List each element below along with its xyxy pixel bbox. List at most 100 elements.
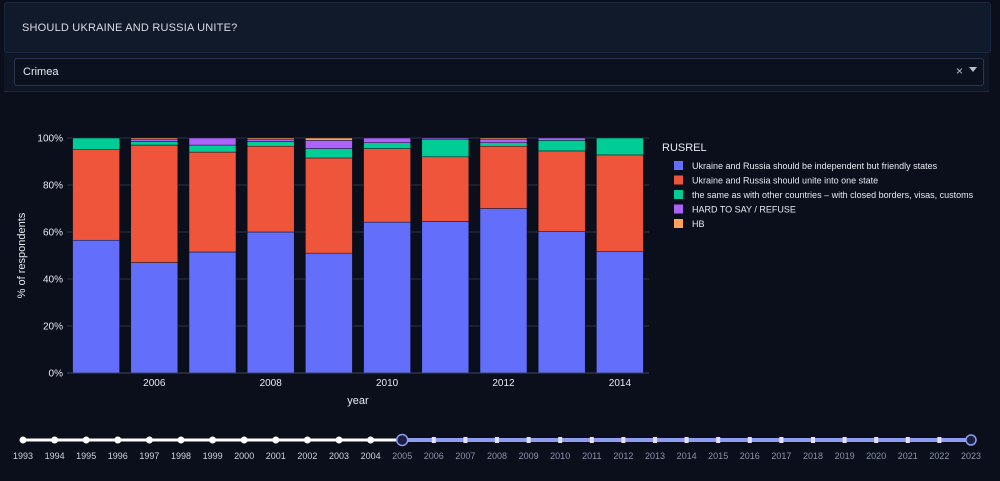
bar-segment-same-2013[interactable] xyxy=(537,140,586,152)
slider-tick[interactable] xyxy=(431,437,436,443)
clear-icon[interactable]: × xyxy=(955,64,963,78)
slider-year-label[interactable]: 2006 xyxy=(424,451,444,461)
bar-segment-hard-2012[interactable] xyxy=(479,138,528,143)
legend-label-hard[interactable]: HARD TO SAY / REFUSE xyxy=(692,205,796,215)
legend-swatch-same[interactable] xyxy=(674,190,683,199)
slider-year-label[interactable]: 2004 xyxy=(361,451,381,461)
slider-tick[interactable] xyxy=(558,437,563,443)
bar-segment-independent-2006[interactable] xyxy=(130,262,179,374)
slider-tick[interactable] xyxy=(905,437,910,443)
slider-year-label[interactable]: 2018 xyxy=(803,451,823,461)
bar-segment-independent-2010[interactable] xyxy=(363,221,411,374)
legend-label-unite[interactable]: Ukraine and Russia should unite into one… xyxy=(692,176,878,186)
legend-swatch-independent[interactable] xyxy=(674,161,683,170)
bar-segment-unite-2013[interactable] xyxy=(537,150,586,232)
legend-swatch-unite[interactable] xyxy=(674,175,683,185)
slider-year-label[interactable]: 1993 xyxy=(13,451,33,461)
bar-segment-hard-2011[interactable] xyxy=(421,137,470,140)
slider-handle-end[interactable] xyxy=(965,434,977,446)
legend-swatch-hb[interactable] xyxy=(674,219,683,228)
legend-swatch-hard[interactable] xyxy=(674,204,683,214)
bar-segment-hb-2009[interactable] xyxy=(305,137,353,141)
legend-label-independent[interactable]: Ukraine and Russia should be independent… xyxy=(692,161,938,171)
bar-segment-hard-2009[interactable] xyxy=(305,140,353,149)
slider-tick[interactable] xyxy=(842,437,847,443)
slider-year-label[interactable]: 1994 xyxy=(45,451,65,461)
slider-tick[interactable] xyxy=(589,437,594,443)
bar-segment-unite-2006[interactable] xyxy=(130,144,179,263)
slider-tick[interactable] xyxy=(145,436,153,444)
slider-tick[interactable] xyxy=(335,436,343,444)
year-range-slider[interactable]: 1993 1994 1995 1996 1997 1998 1999 2000 2001 2002… xyxy=(0,428,1000,481)
slider-tick[interactable] xyxy=(463,437,468,443)
slider-year-label[interactable]: 1998 xyxy=(171,451,191,461)
bar-segment-hb-2008[interactable] xyxy=(246,137,295,140)
slider-year-label[interactable]: 2022 xyxy=(929,451,949,461)
slider-year-label[interactable]: 2017 xyxy=(771,451,791,461)
slider-tick[interactable] xyxy=(114,436,122,444)
slider-tick[interactable] xyxy=(937,437,942,443)
slider-tick[interactable] xyxy=(747,437,752,443)
slider-tick[interactable] xyxy=(51,436,59,444)
bar-segment-same-2012[interactable] xyxy=(479,142,528,147)
slider-tick[interactable] xyxy=(811,437,815,443)
bar-segment-unite-2010[interactable] xyxy=(363,148,411,223)
bar-segment-same-2007[interactable] xyxy=(188,144,237,153)
legend-label-hb[interactable]: HB xyxy=(692,219,705,229)
slider-tick[interactable] xyxy=(716,437,721,443)
bar-segment-same-2014[interactable] xyxy=(596,137,644,156)
bar-segment-hard-2007[interactable] xyxy=(188,137,237,146)
slider-year-label[interactable]: 2003 xyxy=(329,451,349,461)
slider-tick[interactable] xyxy=(653,437,657,443)
slider-year-label[interactable]: 2021 xyxy=(898,451,918,461)
bar-segment-independent-2008[interactable] xyxy=(246,231,295,374)
bar-segment-hb-2012[interactable] xyxy=(479,137,528,140)
bar-segment-same-2008[interactable] xyxy=(246,141,295,147)
bar-segment-hard-2006[interactable] xyxy=(130,138,179,142)
bar-segment-same-2010[interactable] xyxy=(363,142,411,149)
slider-tick[interactable] xyxy=(495,437,499,443)
slider-year-label[interactable]: 2015 xyxy=(708,451,728,461)
slider-tick[interactable] xyxy=(303,436,311,444)
bar-segment-hb-2006[interactable] xyxy=(130,137,179,140)
bar-segment-independent-2011[interactable] xyxy=(421,221,470,374)
slider-tick[interactable] xyxy=(874,437,879,443)
slider-year-label[interactable]: 2013 xyxy=(645,451,665,461)
slider-year-label[interactable]: 2014 xyxy=(677,451,697,461)
slider-year-label[interactable]: 2001 xyxy=(266,451,286,461)
slider-tick[interactable] xyxy=(209,436,217,444)
bar-segment-independent-2007[interactable] xyxy=(188,251,237,374)
slider-year-label[interactable]: 2011 xyxy=(582,451,601,461)
slider-year-label[interactable]: 2020 xyxy=(866,451,886,461)
slider-tick[interactable] xyxy=(177,436,185,444)
slider-tick[interactable] xyxy=(779,437,784,443)
bar-segment-independent-2005[interactable] xyxy=(72,239,120,374)
bar-segment-unite-2012[interactable] xyxy=(479,145,528,209)
bar-segment-same-2011[interactable] xyxy=(421,138,470,158)
slider-year-label[interactable]: 1999 xyxy=(203,451,223,461)
slider-tick[interactable] xyxy=(240,436,248,444)
slider-year-label[interactable]: 2002 xyxy=(297,451,317,461)
slider-year-label[interactable]: 2016 xyxy=(740,451,760,461)
slider-year-label[interactable]: 2000 xyxy=(234,451,254,461)
slider-year-label[interactable]: 2012 xyxy=(613,451,633,461)
slider-tick[interactable] xyxy=(19,436,27,444)
slider-year-label[interactable]: 2007 xyxy=(455,451,475,461)
chevron-down-icon[interactable] xyxy=(969,67,977,72)
bar-segment-hard-2013[interactable] xyxy=(537,137,586,141)
slider-year-label[interactable]: 2008 xyxy=(487,451,507,461)
bar-segment-same-2005[interactable] xyxy=(72,137,120,150)
slider-year-label[interactable]: 2009 xyxy=(519,451,539,461)
slider-tick[interactable] xyxy=(82,436,90,444)
bar-segment-independent-2012[interactable] xyxy=(479,208,528,374)
bar-segment-hard-2008[interactable] xyxy=(246,138,295,142)
bar-segment-hard-2010[interactable] xyxy=(363,137,411,143)
bar-segment-independent-2014[interactable] xyxy=(596,251,644,374)
slider-year-label[interactable]: 1995 xyxy=(76,451,96,461)
bar-segment-independent-2013[interactable] xyxy=(537,231,586,374)
bar-segment-unite-2011[interactable] xyxy=(421,156,470,222)
bar-segment-unite-2009[interactable] xyxy=(305,157,353,254)
bar-segment-same-2006[interactable] xyxy=(130,141,179,146)
slider-tick[interactable] xyxy=(367,436,375,444)
region-dropdown[interactable]: Crimea × xyxy=(14,58,984,86)
